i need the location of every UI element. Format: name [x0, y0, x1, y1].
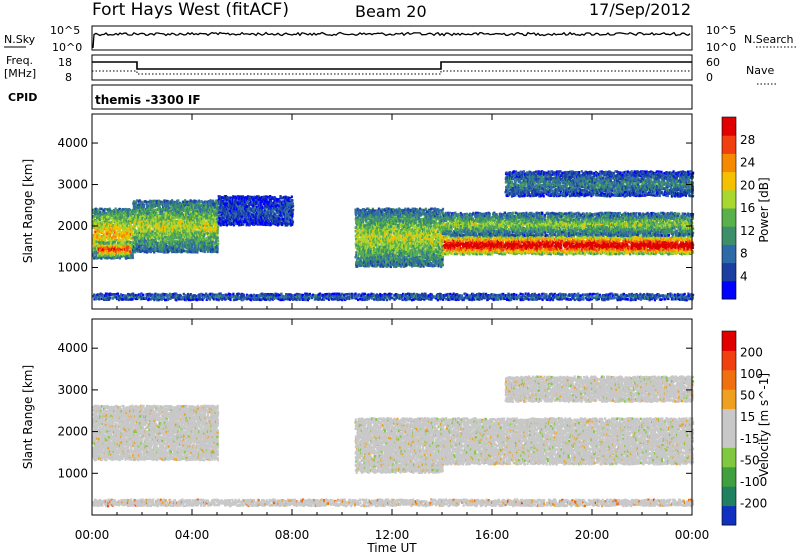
freq-unit-label: [MHz] [4, 67, 36, 80]
heatmap-cell [235, 205, 237, 208]
noise-sky-label: N.Sky [4, 33, 36, 46]
beam-label: Beam 20 [355, 2, 427, 21]
noise-left-tick-bottom: 10^0 [52, 41, 82, 54]
heatmap-cell [132, 257, 134, 260]
heatmap-cell [291, 196, 293, 199]
freq-left-tick-bottom: 8 [65, 71, 72, 84]
heatmap-cell [290, 208, 292, 211]
heatmap-cell [122, 239, 124, 242]
heatmap-cell [217, 239, 219, 242]
heatmap-cell [216, 245, 218, 248]
heatmap-cell [278, 217, 280, 220]
heatmap-cell [114, 241, 116, 244]
heatmap-cell [129, 244, 131, 247]
cpid-label: CPID [8, 91, 37, 104]
heatmap-cell [126, 255, 128, 258]
heatmap-cell [129, 250, 131, 253]
heatmap-cell [179, 224, 181, 227]
heatmap-cell [178, 204, 180, 207]
noise-right-tick-top: 10^5 [706, 24, 736, 37]
heatmap-cell [106, 216, 108, 219]
heatmap-cell [217, 229, 219, 232]
heatmap-cell [216, 251, 218, 254]
heatmap-cell [292, 209, 294, 212]
heatmap-cell [128, 255, 130, 258]
heatmap-cell [126, 246, 128, 249]
heatmap-cell [261, 206, 263, 209]
heatmap-cell [122, 209, 124, 212]
heatmap-cell [198, 200, 200, 203]
freq-line [92, 62, 692, 69]
heatmap-cell [217, 243, 219, 246]
heatmap-cell [158, 215, 160, 218]
heatmap-cell [213, 219, 215, 222]
freq-left-tick-top: 18 [58, 56, 72, 69]
heatmap-cell [212, 200, 214, 203]
date-label: 17/Sep/2012 [589, 0, 691, 19]
nave-label: Nave [746, 64, 774, 77]
noise-search-label: N.Search [744, 33, 794, 46]
cpid-text: themis -3300 IF [95, 93, 201, 107]
heatmap-cell [240, 221, 242, 224]
heatmap-cell [291, 215, 293, 218]
freq-label: Freq. [6, 54, 33, 67]
heatmap-cell [291, 217, 293, 220]
heatmap-cell [132, 254, 134, 257]
noise-panel: N.Sky 10^5 10^0 10^5 10^0 N.Search [4, 24, 796, 54]
heatmap-cell [235, 218, 237, 221]
heatmap-cell [143, 204, 145, 207]
heatmap-cell [364, 224, 366, 227]
heatmap-cell [165, 212, 167, 215]
heatmap-cell [99, 211, 101, 214]
heatmap-cell [291, 199, 293, 202]
heatmap-cell [115, 236, 117, 239]
heatmap-cell [377, 243, 379, 246]
heatmap-cell [207, 223, 209, 226]
cpid-panel: CPID themis -3300 IF [8, 85, 692, 109]
freq-panel: Freq. [MHz] 18 8 60 0 Nave [4, 54, 776, 84]
heatmap-cell [129, 241, 131, 244]
nave-right-tick-bottom: 0 [706, 71, 713, 84]
heatmap-cell [288, 223, 290, 226]
noise-right-tick-bottom: 10^0 [706, 41, 736, 54]
heatmap-cell [177, 199, 179, 202]
heatmap-cell [292, 221, 294, 224]
heatmap-cell [127, 243, 129, 246]
heatmap-cell [247, 209, 249, 212]
heatmap-cell [210, 227, 212, 230]
heatmap-cell [216, 234, 218, 237]
heatmap-cell [217, 237, 219, 240]
heatmap-cell [234, 222, 236, 225]
station-title: Fort Hays West (fitACF) [92, 0, 289, 20]
noise-sky-line [93, 33, 690, 49]
heatmap-cell [152, 208, 154, 211]
heatmap-cell [217, 226, 219, 229]
heatmap-cell [248, 205, 250, 208]
heatmap-cell [146, 201, 148, 204]
heatmap-cell [291, 211, 293, 214]
heatmap-cell [129, 247, 131, 250]
heatmap-cell [129, 209, 131, 212]
heatmap-cell [292, 202, 294, 205]
noise-left-tick-top: 10^5 [50, 24, 80, 37]
heatmap-cell [126, 225, 128, 228]
heatmap-cell [109, 209, 111, 212]
nave-right-tick-top: 60 [706, 56, 720, 69]
nave-line [92, 71, 692, 74]
heatmap-cell [135, 213, 137, 216]
